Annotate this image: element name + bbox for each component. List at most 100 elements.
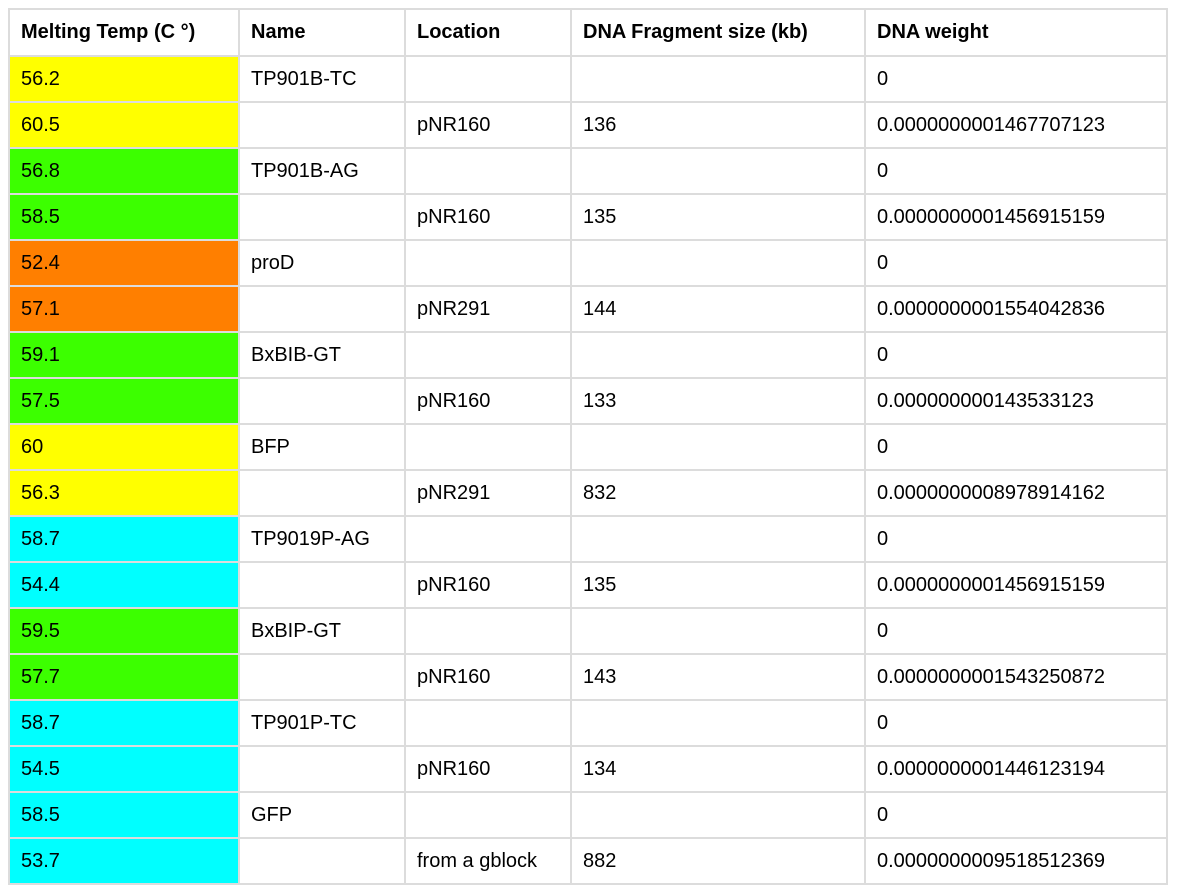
melting-temp-cell: 58.7 <box>8 515 240 563</box>
dna-weight-cell: 0.0000000001554042836 <box>864 285 1168 333</box>
table-row: 60 BFP 0 <box>8 423 1168 471</box>
location-cell: pNR291 <box>404 285 572 333</box>
table-row: 57.1 pNR291 144 0.0000000001554042836 <box>8 285 1168 333</box>
location-cell: pNR160 <box>404 653 572 701</box>
table-row: 60.5 pNR160 136 0.0000000001467707123 <box>8 101 1168 149</box>
location-cell: from a gblock <box>404 837 572 885</box>
melting-temp-cell: 57.1 <box>8 285 240 333</box>
fragment-size-cell: 134 <box>570 745 866 793</box>
fragment-size-cell: 882 <box>570 837 866 885</box>
name-cell <box>238 469 406 517</box>
melting-temp-cell: 58.5 <box>8 791 240 839</box>
dna-weight-cell: 0 <box>864 147 1168 195</box>
name-cell <box>238 377 406 425</box>
table-row: 58.7 TP901P-TC 0 <box>8 699 1168 747</box>
fragment-size-cell: 144 <box>570 285 866 333</box>
fragment-size-cell <box>570 147 866 195</box>
name-cell <box>238 193 406 241</box>
melting-temp-cell: 58.7 <box>8 699 240 747</box>
fragment-size-cell: 136 <box>570 101 866 149</box>
name-cell <box>238 837 406 885</box>
table-row: 54.5 pNR160 134 0.0000000001446123194 <box>8 745 1168 793</box>
table-row: 56.3 pNR291 832 0.0000000008978914162 <box>8 469 1168 517</box>
table-row: 52.4 proD 0 <box>8 239 1168 287</box>
name-cell: BFP <box>238 423 406 471</box>
fragment-size-cell <box>570 699 866 747</box>
name-cell: TP901P-TC <box>238 699 406 747</box>
dna-fragment-table: Melting Temp (C °) Name Location DNA Fra… <box>8 8 1168 885</box>
fragment-size-cell: 135 <box>570 193 866 241</box>
location-cell: pNR160 <box>404 101 572 149</box>
table-row: 58.5 GFP 0 <box>8 791 1168 839</box>
table-row: 57.7 pNR160 143 0.0000000001543250872 <box>8 653 1168 701</box>
dna-weight-cell: 0 <box>864 791 1168 839</box>
table-row: 54.4 pNR160 135 0.0000000001456915159 <box>8 561 1168 609</box>
fragment-size-cell: 832 <box>570 469 866 517</box>
fragment-size-cell: 143 <box>570 653 866 701</box>
table-row: 53.7 from a gblock 882 0.000000000951851236… <box>8 837 1168 885</box>
dna-weight-cell: 0.0000000001543250872 <box>864 653 1168 701</box>
header-name: Name <box>238 8 406 57</box>
location-cell <box>404 239 572 287</box>
location-cell <box>404 331 572 379</box>
dna-weight-cell: 0.0000000001467707123 <box>864 101 1168 149</box>
dna-weight-cell: 0.0000000001456915159 <box>864 193 1168 241</box>
header-location: Location <box>404 8 572 57</box>
table-header-row: Melting Temp (C °) Name Location DNA Fra… <box>8 8 1168 57</box>
table-row: 57.5 pNR160 133 0.000000000143533123 <box>8 377 1168 425</box>
location-cell <box>404 791 572 839</box>
fragment-size-cell <box>570 423 866 471</box>
fragment-size-cell: 135 <box>570 561 866 609</box>
name-cell: TP901B-AG <box>238 147 406 195</box>
location-cell <box>404 423 572 471</box>
melting-temp-cell: 54.5 <box>8 745 240 793</box>
location-cell <box>404 147 572 195</box>
header-fragment-size: DNA Fragment size (kb) <box>570 8 866 57</box>
name-cell: BxBIP-GT <box>238 607 406 655</box>
name-cell <box>238 285 406 333</box>
melting-temp-cell: 60 <box>8 423 240 471</box>
header-dna-weight: DNA weight <box>864 8 1168 57</box>
name-cell: GFP <box>238 791 406 839</box>
table-row: 56.2 TP901B-TC 0 <box>8 55 1168 103</box>
location-cell <box>404 55 572 103</box>
location-cell: pNR160 <box>404 193 572 241</box>
melting-temp-cell: 52.4 <box>8 239 240 287</box>
melting-temp-cell: 56.3 <box>8 469 240 517</box>
location-cell: pNR291 <box>404 469 572 517</box>
table-row: 58.7 TP9019P-AG 0 <box>8 515 1168 563</box>
dna-weight-cell: 0 <box>864 699 1168 747</box>
table-row: 59.5 BxBIP-GT 0 <box>8 607 1168 655</box>
name-cell <box>238 745 406 793</box>
melting-temp-cell: 58.5 <box>8 193 240 241</box>
dna-weight-cell: 0.000000000143533123 <box>864 377 1168 425</box>
table-body: 56.2 TP901B-TC 0 60.5 pNR160 136 0.00000000014… <box>8 55 1168 885</box>
fragment-size-cell <box>570 239 866 287</box>
table-row: 59.1 BxBIB-GT 0 <box>8 331 1168 379</box>
name-cell: BxBIB-GT <box>238 331 406 379</box>
fragment-size-cell <box>570 607 866 655</box>
dna-weight-cell: 0.0000000001446123194 <box>864 745 1168 793</box>
location-cell: pNR160 <box>404 377 572 425</box>
melting-temp-cell: 59.1 <box>8 331 240 379</box>
dna-weight-cell: 0 <box>864 515 1168 563</box>
dna-weight-cell: 0 <box>864 239 1168 287</box>
fragment-size-cell: 133 <box>570 377 866 425</box>
dna-weight-cell: 0 <box>864 331 1168 379</box>
table-row: 56.8 TP901B-AG 0 <box>8 147 1168 195</box>
dna-weight-cell: 0 <box>864 423 1168 471</box>
fragment-size-cell <box>570 791 866 839</box>
melting-temp-cell: 60.5 <box>8 101 240 149</box>
location-cell <box>404 515 572 563</box>
melting-temp-cell: 54.4 <box>8 561 240 609</box>
location-cell: pNR160 <box>404 745 572 793</box>
name-cell: proD <box>238 239 406 287</box>
dna-table-container: Melting Temp (C °) Name Location DNA Fra… <box>8 8 1168 885</box>
fragment-size-cell <box>570 515 866 563</box>
fragment-size-cell <box>570 331 866 379</box>
name-cell <box>238 101 406 149</box>
table-row: 58.5 pNR160 135 0.0000000001456915159 <box>8 193 1168 241</box>
name-cell: TP9019P-AG <box>238 515 406 563</box>
dna-weight-cell: 0.0000000009518512369 <box>864 837 1168 885</box>
name-cell <box>238 561 406 609</box>
